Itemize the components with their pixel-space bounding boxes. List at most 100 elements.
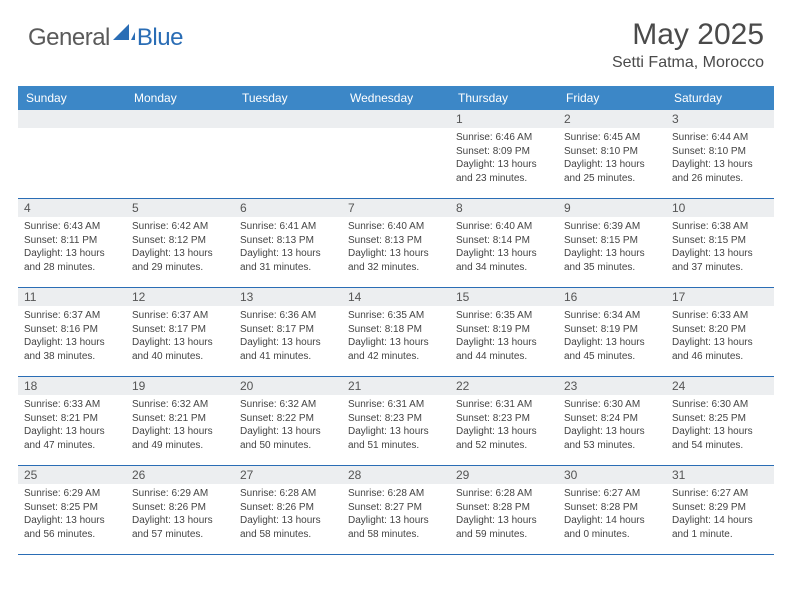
- day-header: Friday: [558, 86, 666, 110]
- daylight-text: Daylight: 13 hours and 32 minutes.: [348, 247, 444, 274]
- day-info: Sunrise: 6:37 AMSunset: 8:16 PMDaylight:…: [24, 309, 120, 363]
- sunrise-text: Sunrise: 6:31 AM: [348, 398, 444, 412]
- sunset-text: Sunset: 8:23 PM: [456, 412, 552, 426]
- day-info: Sunrise: 6:46 AMSunset: 8:09 PMDaylight:…: [456, 131, 552, 185]
- daylight-text: Daylight: 13 hours and 35 minutes.: [564, 247, 660, 274]
- daylight-text: Daylight: 13 hours and 59 minutes.: [456, 514, 552, 541]
- day-cell: [18, 110, 126, 198]
- daylight-text: Daylight: 13 hours and 29 minutes.: [132, 247, 228, 274]
- sunset-text: Sunset: 8:28 PM: [456, 501, 552, 515]
- day-number: 13: [234, 288, 342, 306]
- title-block: May 2025 Setti Fatma, Morocco: [612, 18, 764, 72]
- day-cell: 6Sunrise: 6:41 AMSunset: 8:13 PMDaylight…: [234, 199, 342, 287]
- sunset-text: Sunset: 8:16 PM: [24, 323, 120, 337]
- sunset-text: Sunset: 8:22 PM: [240, 412, 336, 426]
- daylight-text: Daylight: 13 hours and 52 minutes.: [456, 425, 552, 452]
- day-cell: 25 Sunrise: 6:29 AMSunset: 8:25 PMDayligh…: [18, 466, 126, 554]
- day-cell: 21Sunrise: 6:31 AMSunset: 8:23 PMDayligh…: [342, 377, 450, 465]
- daylight-text: Daylight: 13 hours and 23 minutes.: [456, 158, 552, 185]
- daylight-text: Daylight: 13 hours and 28 minutes.: [24, 247, 120, 274]
- day-info: Sunrise: 6:37 AMSunset: 8:17 PMDaylight:…: [132, 309, 228, 363]
- day-cell: [126, 110, 234, 198]
- day-number: 31: [666, 466, 774, 484]
- day-number: 4: [18, 199, 126, 217]
- day-cell: 23Sunrise: 6:30 AMSunset: 8:24 PMDayligh…: [558, 377, 666, 465]
- sunset-text: Sunset: 8:14 PM: [456, 234, 552, 248]
- sunset-text: Sunset: 8:19 PM: [456, 323, 552, 337]
- day-headers-row: SundayMondayTuesdayWednesdayThursdayFrid…: [18, 86, 774, 110]
- day-info: Sunrise: 6:29 AMSunset: 8:26 PMDaylight:…: [132, 487, 228, 541]
- daylight-text: Daylight: 13 hours and 58 minutes.: [348, 514, 444, 541]
- sunrise-text: Sunrise: 6:37 AM: [24, 309, 120, 323]
- sunrise-text: Sunrise: 6:27 AM: [672, 487, 768, 501]
- calendar-week: 18Sunrise: 6:33 AMSunset: 8:21 PMDayligh…: [18, 377, 774, 466]
- sunrise-text: Sunrise: 6:28 AM: [240, 487, 336, 501]
- sunset-text: Sunset: 8:21 PM: [24, 412, 120, 426]
- sunrise-text: Sunrise: 6:40 AM: [456, 220, 552, 234]
- sunrise-text: Sunrise: 6:33 AM: [24, 398, 120, 412]
- day-number: 28: [342, 466, 450, 484]
- day-cell: 20Sunrise: 6:32 AMSunset: 8:22 PMDayligh…: [234, 377, 342, 465]
- day-number: 16: [558, 288, 666, 306]
- day-number: 15: [450, 288, 558, 306]
- sunrise-text: Sunrise: 6:35 AM: [348, 309, 444, 323]
- sunset-text: Sunset: 8:13 PM: [348, 234, 444, 248]
- daylight-text: Daylight: 13 hours and 31 minutes.: [240, 247, 336, 274]
- day-number: 14: [342, 288, 450, 306]
- day-number: 26: [126, 466, 234, 484]
- sunset-text: Sunset: 8:25 PM: [24, 501, 120, 515]
- day-cell: 2Sunrise: 6:45 AMSunset: 8:10 PMDaylight…: [558, 110, 666, 198]
- daylight-text: Daylight: 13 hours and 50 minutes.: [240, 425, 336, 452]
- sunrise-text: Sunrise: 6:37 AM: [132, 309, 228, 323]
- sunrise-text: Sunrise: 6:40 AM: [348, 220, 444, 234]
- day-number: 3: [666, 110, 774, 128]
- day-number: 25: [18, 466, 126, 484]
- sunrise-text: Sunrise: 6:34 AM: [564, 309, 660, 323]
- day-number: [18, 110, 126, 128]
- sunset-text: Sunset: 8:20 PM: [672, 323, 768, 337]
- daylight-text: Daylight: 13 hours and 26 minutes.: [672, 158, 768, 185]
- sunrise-text: Sunrise: 6:46 AM: [456, 131, 552, 145]
- day-info: Sunrise: 6:35 AMSunset: 8:19 PMDaylight:…: [456, 309, 552, 363]
- daylight-text: Daylight: 13 hours and 51 minutes.: [348, 425, 444, 452]
- daylight-text: Daylight: 13 hours and 38 minutes.: [24, 336, 120, 363]
- day-info: Sunrise: 6:29 AMSunset: 8:25 PMDaylight:…: [24, 487, 120, 541]
- daylight-text: Daylight: 13 hours and 40 minutes.: [132, 336, 228, 363]
- day-cell: 13Sunrise: 6:36 AMSunset: 8:17 PMDayligh…: [234, 288, 342, 376]
- sunset-text: Sunset: 8:26 PM: [240, 501, 336, 515]
- day-cell: 19Sunrise: 6:32 AMSunset: 8:21 PMDayligh…: [126, 377, 234, 465]
- sunset-text: Sunset: 8:12 PM: [132, 234, 228, 248]
- sunrise-text: Sunrise: 6:38 AM: [672, 220, 768, 234]
- daylight-text: Daylight: 13 hours and 45 minutes.: [564, 336, 660, 363]
- sunrise-text: Sunrise: 6:32 AM: [132, 398, 228, 412]
- sunset-text: Sunset: 8:23 PM: [348, 412, 444, 426]
- page-header: General Blue May 2025 Setti Fatma, Moroc…: [0, 0, 792, 80]
- sunset-text: Sunset: 8:25 PM: [672, 412, 768, 426]
- sunrise-text: Sunrise: 6:28 AM: [348, 487, 444, 501]
- day-cell: 11 Sunrise: 6:37 AMSunset: 8:16 PMDayligh…: [18, 288, 126, 376]
- daylight-text: Daylight: 14 hours and 0 minutes.: [564, 514, 660, 541]
- daylight-text: Daylight: 13 hours and 25 minutes.: [564, 158, 660, 185]
- sunset-text: Sunset: 8:17 PM: [132, 323, 228, 337]
- day-info: Sunrise: 6:33 AMSunset: 8:21 PMDaylight:…: [24, 398, 120, 452]
- day-cell: 16 Sunrise: 6:34 AMSunset: 8:19 PMDayligh…: [558, 288, 666, 376]
- day-info: Sunrise: 6:34 AMSunset: 8:19 PMDaylight:…: [564, 309, 660, 363]
- day-cell: 1Sunrise: 6:46 AMSunset: 8:09 PMDaylight…: [450, 110, 558, 198]
- sunset-text: Sunset: 8:09 PM: [456, 145, 552, 159]
- day-cell: 3Sunrise: 6:44 AMSunset: 8:10 PMDaylight…: [666, 110, 774, 198]
- sunset-text: Sunset: 8:18 PM: [348, 323, 444, 337]
- day-info: Sunrise: 6:45 AMSunset: 8:10 PMDaylight:…: [564, 131, 660, 185]
- day-number: 7: [342, 199, 450, 217]
- sunset-text: Sunset: 8:19 PM: [564, 323, 660, 337]
- day-number: 11: [18, 288, 126, 306]
- sunrise-text: Sunrise: 6:31 AM: [456, 398, 552, 412]
- day-number: [126, 110, 234, 128]
- day-number: 22: [450, 377, 558, 395]
- sunrise-text: Sunrise: 6:30 AM: [672, 398, 768, 412]
- daylight-text: Daylight: 13 hours and 53 minutes.: [564, 425, 660, 452]
- sunset-text: Sunset: 8:13 PM: [240, 234, 336, 248]
- sunset-text: Sunset: 8:10 PM: [564, 145, 660, 159]
- sunset-text: Sunset: 8:15 PM: [672, 234, 768, 248]
- day-cell: 24Sunrise: 6:30 AMSunset: 8:25 PMDayligh…: [666, 377, 774, 465]
- sunset-text: Sunset: 8:11 PM: [24, 234, 120, 248]
